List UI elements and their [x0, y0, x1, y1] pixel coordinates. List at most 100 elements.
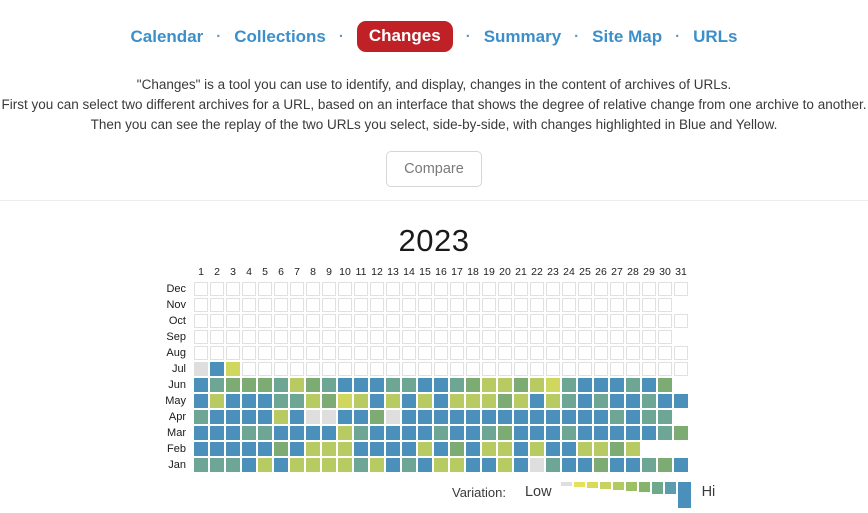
- calendar-cell[interactable]: [465, 457, 481, 473]
- calendar-cell[interactable]: [321, 457, 337, 473]
- calendar-cell[interactable]: [641, 409, 657, 425]
- calendar-cell[interactable]: [561, 425, 577, 441]
- calendar-cell[interactable]: [369, 409, 385, 425]
- calendar-cell[interactable]: [529, 441, 545, 457]
- calendar-cell[interactable]: [305, 457, 321, 473]
- calendar-cell[interactable]: [577, 425, 593, 441]
- calendar-cell[interactable]: [193, 425, 209, 441]
- calendar-cell[interactable]: [657, 457, 673, 473]
- calendar-cell[interactable]: [257, 393, 273, 409]
- calendar-cell[interactable]: [545, 441, 561, 457]
- calendar-cell[interactable]: [497, 441, 513, 457]
- calendar-cell[interactable]: [353, 441, 369, 457]
- calendar-cell[interactable]: [225, 409, 241, 425]
- nav-item-summary[interactable]: Summary: [483, 26, 562, 46]
- calendar-cell[interactable]: [577, 409, 593, 425]
- compare-button[interactable]: Compare: [386, 151, 482, 187]
- calendar-cell[interactable]: [433, 409, 449, 425]
- calendar-cell[interactable]: [449, 425, 465, 441]
- calendar-cell[interactable]: [417, 409, 433, 425]
- calendar-cell[interactable]: [529, 409, 545, 425]
- calendar-cell[interactable]: [337, 441, 353, 457]
- calendar-cell[interactable]: [609, 457, 625, 473]
- calendar-cell[interactable]: [625, 457, 641, 473]
- calendar-cell[interactable]: [209, 377, 225, 393]
- calendar-cell[interactable]: [209, 441, 225, 457]
- calendar-cell[interactable]: [625, 425, 641, 441]
- calendar-cell[interactable]: [353, 457, 369, 473]
- calendar-cell[interactable]: [241, 409, 257, 425]
- calendar-cell[interactable]: [225, 361, 241, 377]
- calendar-cell[interactable]: [577, 377, 593, 393]
- calendar-cell[interactable]: [449, 457, 465, 473]
- calendar-cell[interactable]: [641, 425, 657, 441]
- calendar-cell[interactable]: [209, 409, 225, 425]
- calendar-cell[interactable]: [513, 377, 529, 393]
- calendar-cell[interactable]: [481, 377, 497, 393]
- calendar-cell[interactable]: [385, 409, 401, 425]
- calendar-cell[interactable]: [577, 441, 593, 457]
- calendar-cell[interactable]: [449, 377, 465, 393]
- calendar-cell[interactable]: [657, 409, 673, 425]
- calendar-cell[interactable]: [337, 425, 353, 441]
- calendar-cell[interactable]: [369, 441, 385, 457]
- calendar-cell[interactable]: [209, 361, 225, 377]
- calendar-cell[interactable]: [465, 393, 481, 409]
- calendar-cell[interactable]: [593, 377, 609, 393]
- calendar-cell[interactable]: [241, 425, 257, 441]
- calendar-cell[interactable]: [241, 441, 257, 457]
- calendar-cell[interactable]: [273, 377, 289, 393]
- calendar-cell[interactable]: [673, 457, 689, 473]
- calendar-cell[interactable]: [257, 441, 273, 457]
- calendar-cell[interactable]: [273, 457, 289, 473]
- calendar-cell[interactable]: [561, 409, 577, 425]
- calendar-cell[interactable]: [305, 409, 321, 425]
- calendar-cell[interactable]: [641, 393, 657, 409]
- calendar-cell[interactable]: [337, 377, 353, 393]
- calendar-cell[interactable]: [289, 409, 305, 425]
- calendar-cell[interactable]: [593, 457, 609, 473]
- calendar-cell[interactable]: [369, 393, 385, 409]
- calendar-cell[interactable]: [241, 377, 257, 393]
- calendar-cell[interactable]: [225, 425, 241, 441]
- calendar-cell[interactable]: [273, 409, 289, 425]
- calendar-cell[interactable]: [305, 377, 321, 393]
- calendar-cell[interactable]: [657, 393, 673, 409]
- calendar-cell[interactable]: [577, 393, 593, 409]
- calendar-cell[interactable]: [369, 377, 385, 393]
- calendar-cell[interactable]: [193, 361, 209, 377]
- calendar-cell[interactable]: [385, 425, 401, 441]
- calendar-cell[interactable]: [433, 377, 449, 393]
- calendar-cell[interactable]: [417, 393, 433, 409]
- calendar-cell[interactable]: [321, 409, 337, 425]
- calendar-cell[interactable]: [193, 393, 209, 409]
- calendar-cell[interactable]: [289, 377, 305, 393]
- calendar-cell[interactable]: [593, 393, 609, 409]
- calendar-cell[interactable]: [289, 457, 305, 473]
- calendar-cell[interactable]: [305, 425, 321, 441]
- calendar-cell[interactable]: [257, 425, 273, 441]
- calendar-cell[interactable]: [401, 377, 417, 393]
- calendar-cell[interactable]: [305, 393, 321, 409]
- calendar-cell[interactable]: [465, 377, 481, 393]
- calendar-cell[interactable]: [433, 441, 449, 457]
- calendar-cell[interactable]: [481, 457, 497, 473]
- calendar-cell[interactable]: [529, 393, 545, 409]
- calendar-cell[interactable]: [305, 441, 321, 457]
- calendar-cell[interactable]: [417, 457, 433, 473]
- calendar-cell[interactable]: [449, 409, 465, 425]
- calendar-cell[interactable]: [593, 441, 609, 457]
- calendar-cell[interactable]: [481, 409, 497, 425]
- calendar-cell[interactable]: [193, 457, 209, 473]
- calendar-cell[interactable]: [561, 377, 577, 393]
- calendar-cell[interactable]: [401, 393, 417, 409]
- calendar-cell[interactable]: [337, 457, 353, 473]
- calendar-cell[interactable]: [561, 457, 577, 473]
- calendar-cell[interactable]: [625, 393, 641, 409]
- calendar-cell[interactable]: [417, 425, 433, 441]
- calendar-cell[interactable]: [481, 393, 497, 409]
- calendar-cell[interactable]: [353, 377, 369, 393]
- nav-item-collections[interactable]: Collections: [234, 26, 326, 46]
- calendar-cell[interactable]: [257, 457, 273, 473]
- calendar-cell[interactable]: [513, 393, 529, 409]
